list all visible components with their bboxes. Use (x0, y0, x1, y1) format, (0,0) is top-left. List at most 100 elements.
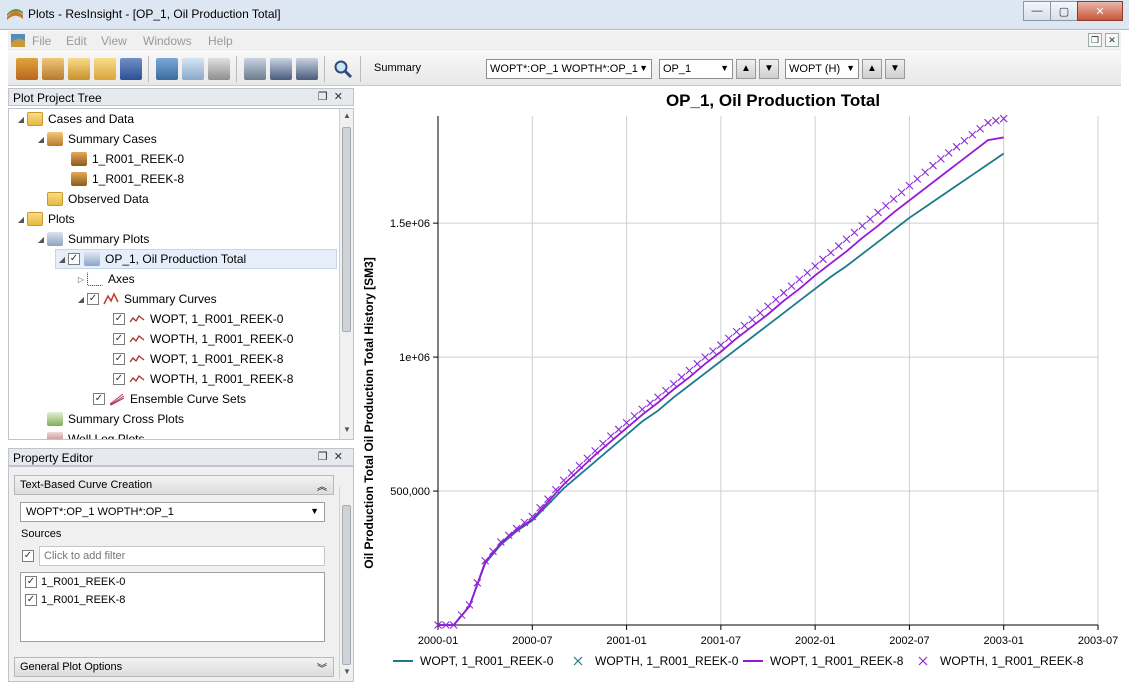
text-based-curve-creation-group[interactable]: Text-Based Curve Creation ︽ (14, 475, 334, 495)
open-project-icon[interactable] (68, 58, 90, 80)
series-marker-3 (716, 341, 725, 349)
visible-checkbox[interactable]: ✓ (113, 373, 125, 385)
expand-chevron-icon[interactable]: ︾ (317, 664, 327, 675)
visible-checkbox[interactable]: ✓ (113, 313, 125, 325)
3d-view-icon[interactable] (156, 58, 178, 80)
curve-expression-combo[interactable]: WOPT*:OP_1 WOPTH*:OP_1 ▼ (20, 502, 325, 522)
float-pane-icon[interactable]: ❐ (317, 451, 334, 463)
mdi-restore-button[interactable]: ❐ (1088, 33, 1102, 47)
tree-item-observed-data[interactable]: Observed Data (47, 189, 149, 209)
tree-item-label: Summary Cross Plots (68, 412, 185, 426)
open-folder-icon[interactable] (94, 58, 116, 80)
series-line-0 (438, 152, 1005, 626)
expand-arrow-icon[interactable]: ▷ (77, 274, 85, 284)
series-marker-3 (449, 621, 458, 629)
series-marker-3 (740, 321, 749, 330)
menu-windows[interactable]: Windows (143, 34, 192, 48)
visible-checkbox[interactable]: ✓ (93, 393, 105, 405)
group-title: General Plot Options (20, 661, 123, 673)
mdi-close-button[interactable]: ✕ (1105, 33, 1119, 47)
visible-checkbox[interactable]: ✓ (113, 333, 125, 345)
next-well-button[interactable]: ▼ (759, 59, 779, 79)
menu-help[interactable]: Help (208, 34, 233, 48)
scroll-up-icon[interactable]: ▲ (343, 111, 351, 120)
minimize-button[interactable]: — (1023, 1, 1051, 21)
zoom-all-icon[interactable] (332, 58, 354, 80)
menu-edit[interactable]: Edit (66, 34, 87, 48)
series-marker-3 (764, 302, 772, 311)
series-marker-3 (567, 469, 576, 477)
curve-expression-value: WOPT*:OP_1 WOPTH*:OP_1 (26, 506, 174, 518)
tree-item-curve-wopt-reek-8[interactable]: ✓ WOPT, 1_R001_REEK-8 (113, 349, 283, 369)
select-all-checkbox[interactable]: ✓ (22, 550, 34, 562)
menu-view[interactable]: View (101, 34, 127, 48)
tree-item-axes[interactable]: ▷ Axes (75, 269, 135, 289)
calculator-icon[interactable] (208, 58, 230, 80)
visible-checkbox[interactable]: ✓ (113, 353, 125, 365)
sources-list: ✓ 1_R001_REEK-0 ✓ 1_R001_REEK-8 (20, 572, 325, 642)
previous-vector-button[interactable]: ▲ (862, 59, 882, 79)
tree-item-ensemble-curve-sets[interactable]: ✓ Ensemble Curve Sets (93, 389, 246, 409)
list-item[interactable]: ✓ 1_R001_REEK-8 (25, 594, 125, 606)
series-marker-3 (559, 476, 568, 485)
collapse-arrow-icon[interactable]: ◢ (37, 234, 45, 244)
series-marker-3 (599, 439, 607, 448)
summary-plot-chart[interactable]: OP_1, Oil Production Total Oil Productio… (358, 88, 1121, 682)
snapshot-all-icon[interactable] (296, 58, 318, 80)
snapshot-icon[interactable] (244, 58, 266, 80)
visible-checkbox[interactable]: ✓ (87, 293, 99, 305)
collapse-arrow-icon[interactable]: ◢ (58, 254, 66, 264)
collapse-chevron-icon[interactable]: ︽ (317, 482, 327, 493)
tree-item-well-log-plots[interactable]: Well Log Plots (47, 429, 144, 439)
maximize-button[interactable]: ▢ (1050, 1, 1078, 21)
tree-item-curve-wopth-reek-8[interactable]: ✓ WOPTH, 1_R001_REEK-8 (113, 369, 293, 389)
scrollbar-thumb[interactable] (342, 127, 351, 332)
series-marker-3 (685, 366, 694, 375)
summary-case-icon (71, 172, 87, 186)
visible-checkbox[interactable]: ✓ (68, 253, 80, 265)
series-marker-3 (897, 188, 906, 197)
tree-item-cases-and-data[interactable]: ◢ Cases and Data (15, 109, 134, 129)
collapse-arrow-icon[interactable]: ◢ (37, 134, 45, 144)
previous-well-button[interactable]: ▲ (736, 59, 756, 79)
well-combo[interactable]: OP_1 ▼ (659, 59, 733, 79)
scroll-down-icon[interactable]: ▼ (343, 667, 351, 676)
source-checkbox[interactable]: ✓ (25, 594, 37, 606)
general-plot-options-group[interactable]: General Plot Options ︾ (14, 657, 334, 677)
collapse-arrow-icon[interactable]: ◢ (77, 294, 85, 304)
import-summary-icon[interactable] (42, 58, 64, 80)
series-marker-3 (787, 282, 796, 291)
tree-item-case-reek-8[interactable]: 1_R001_REEK-8 (71, 169, 184, 189)
import-case-icon[interactable] (16, 58, 38, 80)
close-pane-icon[interactable]: ✕ (333, 91, 349, 103)
vector-combo[interactable]: WOPT (H) ▼ (785, 59, 859, 79)
property-scrollbar[interactable]: ▼ (339, 487, 353, 679)
tree-item-summary-plots[interactable]: ◢ Summary Plots (35, 229, 149, 249)
x-tick-label: 2000-07 (512, 635, 552, 647)
tree-scrollbar[interactable]: ▲ ▼ (339, 109, 353, 439)
scroll-down-icon[interactable]: ▼ (343, 425, 351, 434)
tile-windows-icon[interactable] (182, 58, 204, 80)
snapshot-file-icon[interactable] (270, 58, 292, 80)
tree-item-summary-cross-plots[interactable]: Summary Cross Plots (47, 409, 184, 429)
close-window-button[interactable]: ✕ (1077, 1, 1123, 21)
tree-item-curve-wopth-reek-0[interactable]: ✓ WOPTH, 1_R001_REEK-0 (113, 329, 293, 349)
summary-curve-combo[interactable]: WOPT*:OP_1 WOPTH*:OP_1 ▼ (486, 59, 652, 79)
tree-item-case-reek-0[interactable]: 1_R001_REEK-0 (71, 149, 184, 169)
tree-item-summary-cases[interactable]: ◢ Summary Cases (35, 129, 157, 149)
next-vector-button[interactable]: ▼ (885, 59, 905, 79)
save-icon[interactable] (120, 58, 142, 80)
source-checkbox[interactable]: ✓ (25, 576, 37, 588)
list-item[interactable]: ✓ 1_R001_REEK-0 (25, 576, 125, 588)
collapse-arrow-icon[interactable]: ◢ (17, 114, 25, 124)
tree-item-curve-wopt-reek-0[interactable]: ✓ WOPT, 1_R001_REEK-0 (113, 309, 283, 329)
tree-item-summary-curves[interactable]: ◢ ✓ Summary Curves (75, 289, 217, 309)
scrollbar-thumb[interactable] (342, 505, 351, 665)
float-pane-icon[interactable]: ❐ (317, 91, 334, 103)
tree-item-plots[interactable]: ◢ Plots (15, 209, 75, 229)
collapse-arrow-icon[interactable]: ◢ (17, 214, 25, 224)
close-pane-icon[interactable]: ✕ (333, 451, 349, 463)
tree-item-op1-plot[interactable]: ◢ ✓ OP_1, Oil Production Total (55, 249, 337, 269)
sources-filter-input[interactable] (39, 546, 325, 566)
menu-file[interactable]: File (32, 34, 52, 48)
